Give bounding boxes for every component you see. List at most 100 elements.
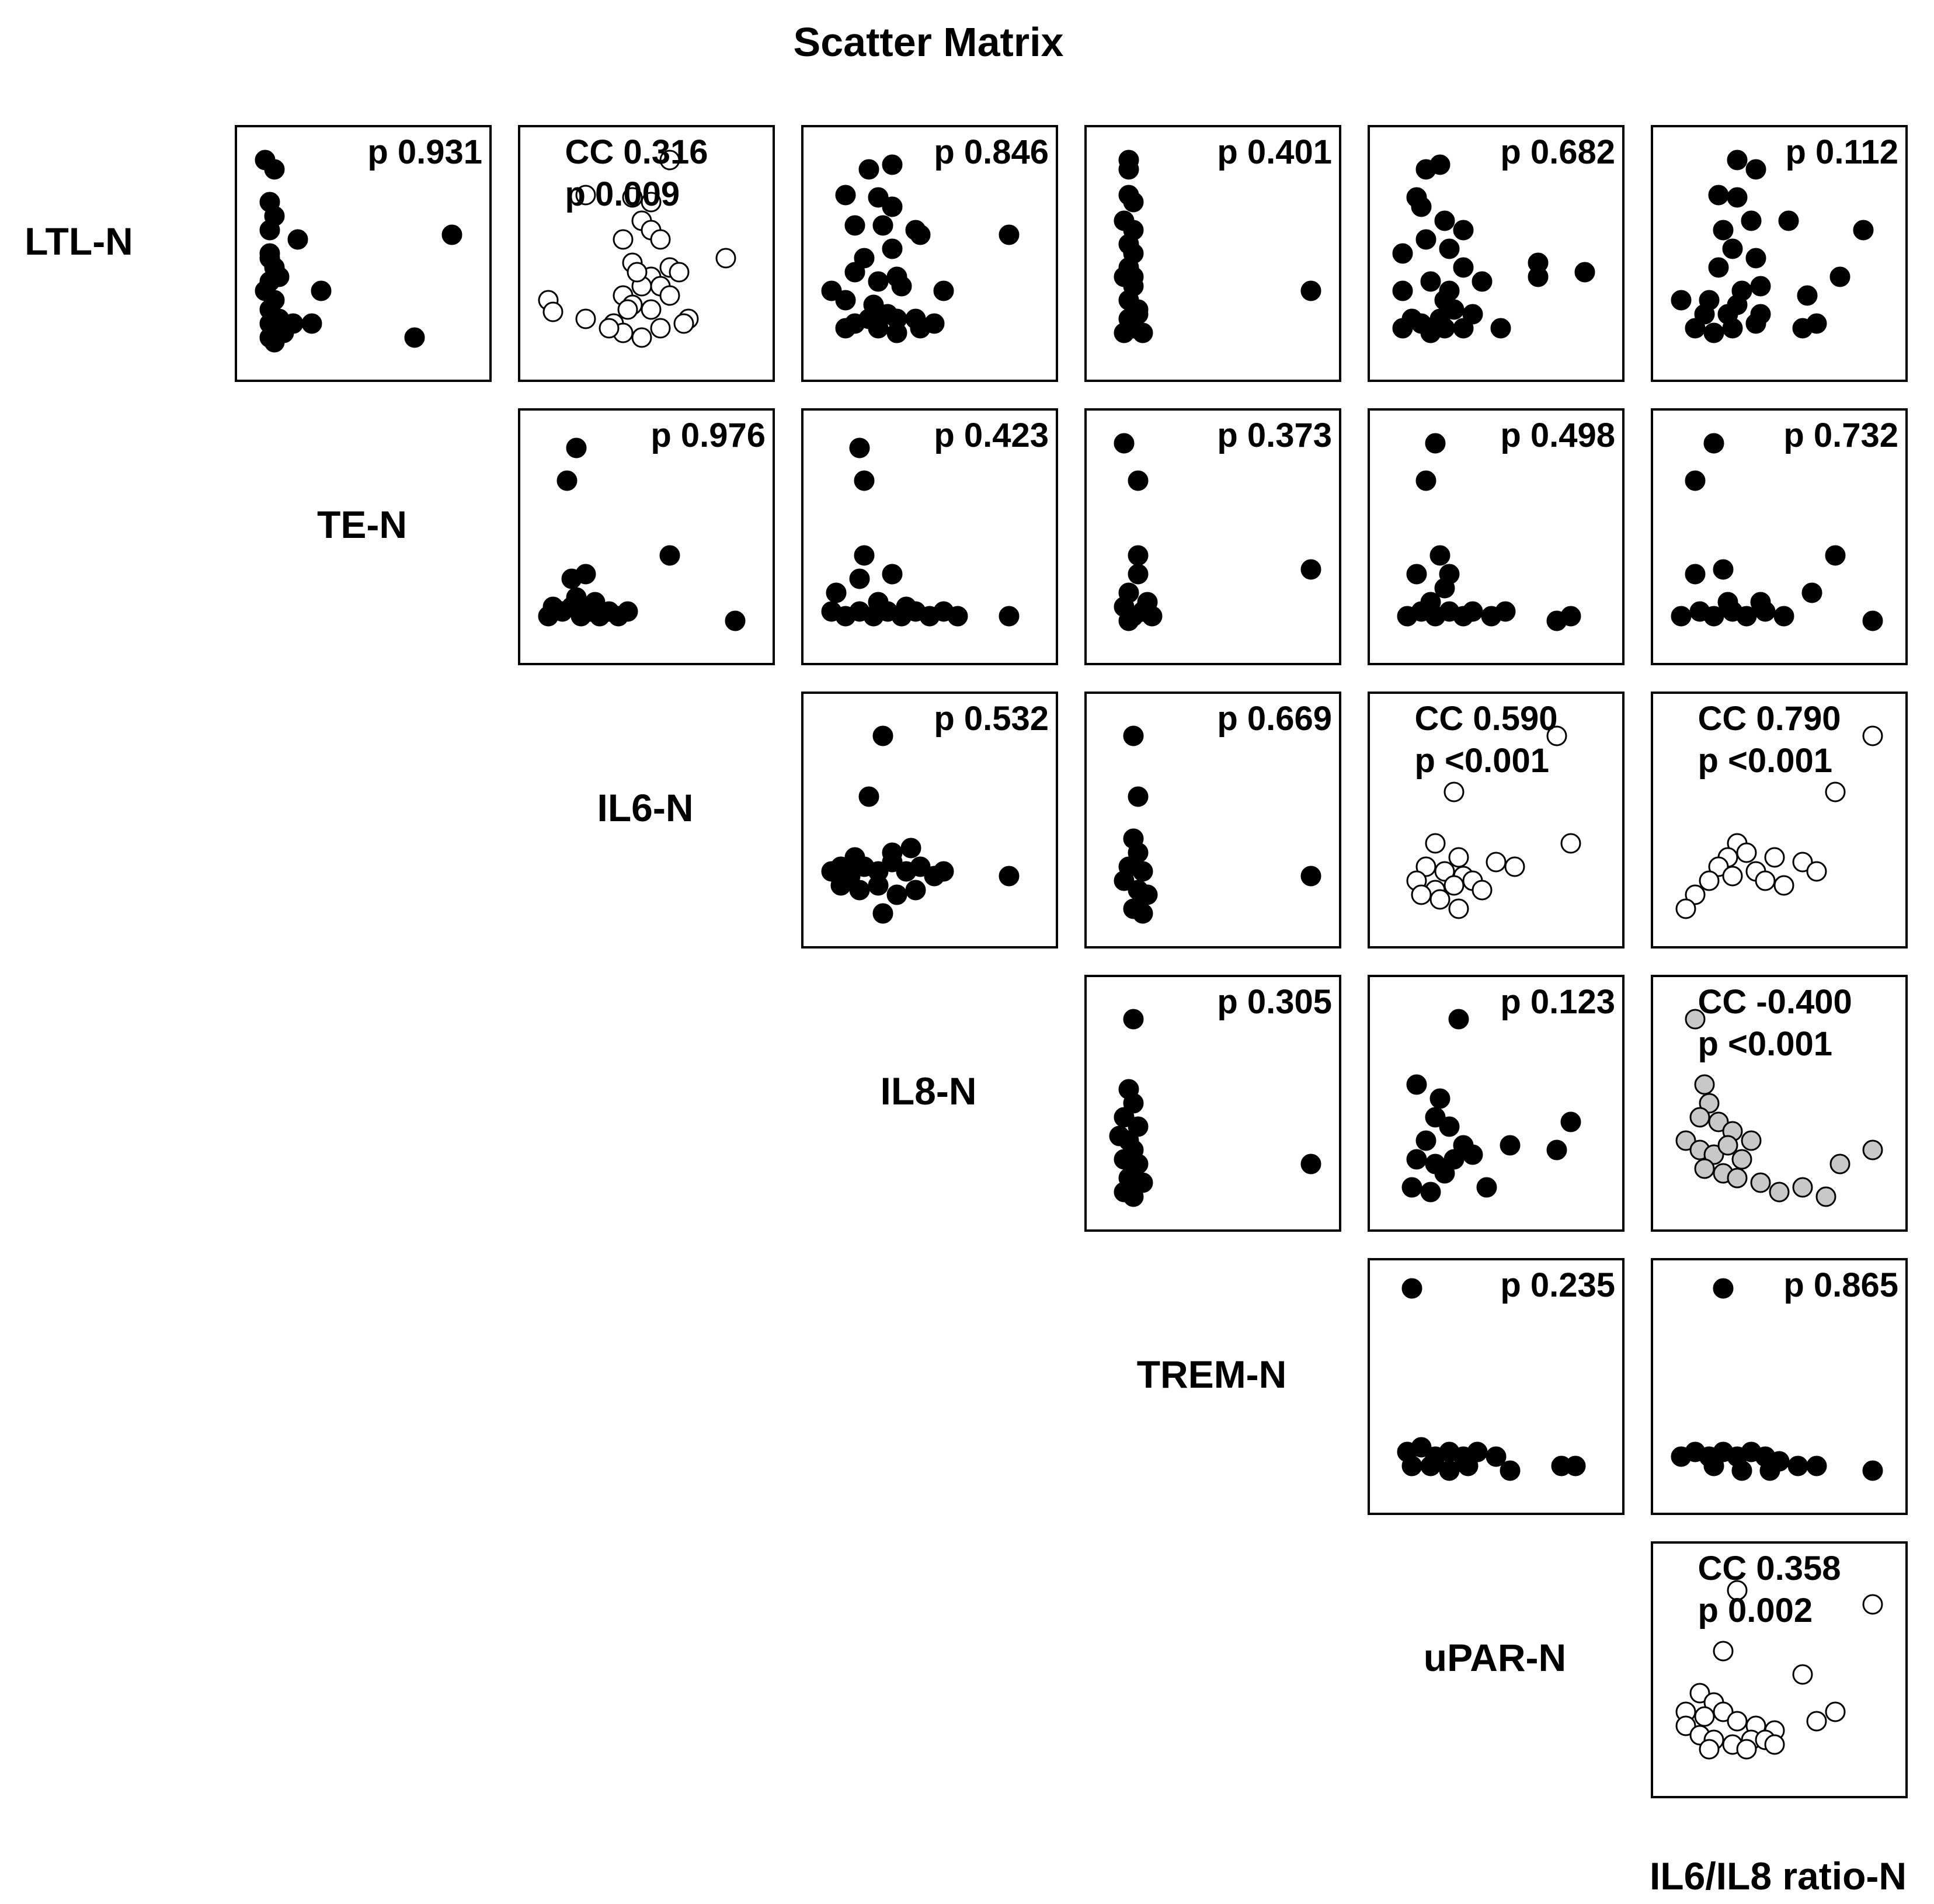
data-point — [1560, 606, 1581, 627]
data-point — [1694, 1706, 1715, 1727]
panel-stat-label: p 0.498 — [1500, 416, 1615, 454]
data-point — [1862, 1594, 1883, 1615]
data-point — [1476, 1177, 1497, 1198]
data-point — [311, 280, 332, 301]
data-point — [575, 308, 596, 329]
data-point — [1750, 592, 1771, 613]
data-point — [1764, 847, 1785, 868]
data-point — [1713, 1641, 1734, 1662]
data-point — [1825, 1701, 1846, 1722]
scatter-panel: p 0.498 — [1368, 408, 1625, 665]
data-point — [631, 327, 652, 348]
data-point — [1699, 1739, 1720, 1760]
data-point — [1406, 1149, 1427, 1170]
data-point — [1703, 322, 1724, 343]
data-point — [659, 285, 680, 306]
data-point — [1118, 610, 1139, 631]
data-point — [1300, 280, 1321, 301]
data-point — [622, 187, 643, 208]
data-point — [287, 229, 308, 250]
data-point — [1708, 257, 1729, 278]
data-point — [1472, 880, 1493, 901]
data-point — [1472, 271, 1493, 292]
data-point — [844, 262, 865, 283]
data-point — [1300, 1153, 1321, 1175]
data-point — [1671, 290, 1692, 311]
data-point — [264, 159, 285, 180]
data-point — [1862, 725, 1883, 746]
scatter-panel: p 0.682 — [1368, 125, 1625, 382]
panel-stat-label: p 0.423 — [934, 416, 1049, 454]
data-point — [1439, 1116, 1460, 1137]
data-point — [1750, 276, 1771, 297]
data-point — [599, 318, 620, 339]
data-point — [1773, 875, 1794, 896]
data-point — [1792, 1177, 1813, 1198]
data-point — [575, 185, 596, 206]
data-point — [1300, 559, 1321, 580]
data-point — [1128, 470, 1149, 491]
data-point — [854, 545, 875, 566]
data-point — [1797, 285, 1818, 306]
data-point — [1717, 592, 1738, 613]
data-point — [1565, 1455, 1586, 1476]
data-point — [1708, 856, 1729, 877]
data-point — [1685, 470, 1706, 491]
data-point — [1411, 884, 1432, 905]
data-point — [1453, 257, 1474, 278]
scatter-panel: p 0.669 — [1084, 692, 1341, 948]
data-point — [1114, 322, 1135, 343]
data-point — [858, 786, 879, 807]
panel-frame — [801, 692, 1058, 948]
data-point — [1415, 470, 1436, 491]
data-point — [844, 215, 865, 236]
panel-stat-label: CC 0.590 — [1414, 700, 1557, 738]
data-point — [627, 262, 648, 283]
data-point — [1467, 1441, 1488, 1462]
data-point — [1750, 1172, 1771, 1193]
chart-title: Scatter Matrix — [794, 19, 1064, 65]
data-point — [1713, 1701, 1734, 1722]
data-point — [1462, 1144, 1483, 1165]
data-point — [947, 606, 968, 627]
data-point — [1699, 870, 1720, 891]
data-point — [715, 248, 736, 269]
data-point — [1741, 210, 1762, 231]
data-point — [1420, 1182, 1441, 1203]
data-point — [891, 276, 912, 297]
data-point — [669, 262, 690, 283]
data-point — [1406, 564, 1427, 585]
data-point — [556, 470, 578, 491]
data-point — [1453, 318, 1474, 339]
scatter-panel: p 0.112 — [1651, 125, 1908, 382]
variable-label-2: TE-N — [317, 503, 407, 546]
data-point — [1806, 1455, 1827, 1476]
data-point — [1736, 1739, 1757, 1760]
data-point — [1137, 592, 1158, 613]
data-point — [1123, 1009, 1144, 1030]
panel-stat-label: p 0.235 — [1500, 1266, 1615, 1304]
data-point — [1685, 318, 1706, 339]
data-point — [1713, 220, 1734, 241]
data-point — [1689, 1107, 1710, 1128]
data-point — [868, 875, 889, 896]
data-point — [1462, 601, 1483, 622]
data-point — [933, 861, 954, 882]
data-point — [1392, 243, 1413, 264]
data-point — [1694, 1074, 1715, 1095]
scatter-panels: p 0.931 CC 0.316 p 0.009 p 0.846 p 0.401 p 0.… — [235, 125, 1908, 1798]
panel-stat-label: p <0.001 — [1698, 1025, 1832, 1063]
data-point — [868, 187, 889, 208]
data-point — [1778, 210, 1799, 231]
panel-stat-label: p <0.001 — [1414, 742, 1549, 780]
data-point — [1764, 1734, 1785, 1755]
data-point — [1731, 1460, 1752, 1481]
data-point — [659, 150, 680, 171]
scatter-panel: p 0.235 — [1368, 1258, 1625, 1515]
data-point — [301, 313, 322, 334]
data-point — [896, 596, 917, 617]
data-point — [882, 154, 903, 175]
data-point — [1792, 1664, 1813, 1685]
data-point — [1829, 266, 1850, 287]
data-point — [650, 229, 671, 250]
